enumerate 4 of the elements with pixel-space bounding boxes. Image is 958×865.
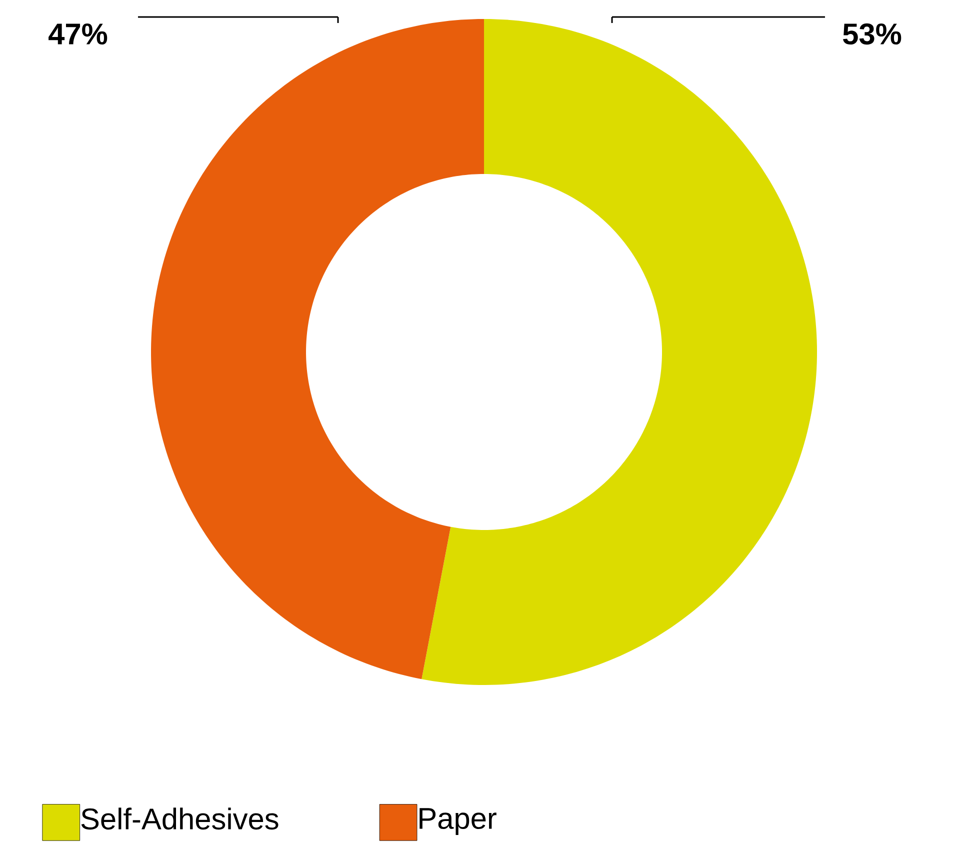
- data-label: 53%: [843, 23, 902, 45]
- legend-label: Self-Adhesives: [81, 808, 278, 830]
- data-label: 47%: [48, 23, 108, 44]
- legend-label: Paper: [420, 808, 496, 835]
